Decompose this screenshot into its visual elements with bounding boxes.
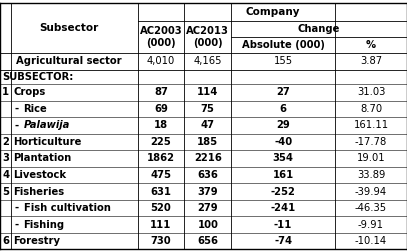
Text: Rice: Rice [24,104,47,114]
Text: 161.11: 161.11 [353,120,389,130]
Text: 225: 225 [151,137,171,147]
Text: Horticulture: Horticulture [13,137,82,147]
Text: 47: 47 [201,120,215,130]
Text: Fishing: Fishing [24,220,65,230]
Text: -: - [15,203,19,213]
Text: 656: 656 [197,236,218,246]
Text: Agricultural sector: Agricultural sector [16,56,122,66]
Text: 631: 631 [151,186,171,197]
Text: -39.94: -39.94 [355,186,387,197]
Text: -9.91: -9.91 [358,220,384,230]
Text: 100: 100 [197,220,218,230]
Text: 636: 636 [197,170,218,180]
Text: Plantation: Plantation [13,153,72,164]
Text: 354: 354 [273,153,293,164]
Text: -: - [15,120,19,130]
Text: 31.03: 31.03 [357,87,385,97]
Text: 279: 279 [197,203,218,213]
Text: 4,165: 4,165 [193,56,222,66]
Text: 3.87: 3.87 [360,56,382,66]
Text: 155: 155 [274,56,293,66]
Text: 18: 18 [154,120,168,130]
Text: Fish cultivation: Fish cultivation [24,203,110,213]
Text: SUBSECTOR:: SUBSECTOR: [2,72,73,82]
Text: Company: Company [245,7,300,17]
Text: Crops: Crops [13,87,46,97]
Text: 5: 5 [2,186,9,197]
Text: 6: 6 [280,104,287,114]
Text: 87: 87 [154,87,168,97]
Text: 1: 1 [2,87,9,97]
Text: 379: 379 [197,186,218,197]
Text: 520: 520 [151,203,171,213]
Text: 8.70: 8.70 [360,104,382,114]
Text: -: - [15,220,19,230]
Text: -241: -241 [270,203,296,213]
Text: 114: 114 [197,87,219,97]
Text: Forestry: Forestry [13,236,60,246]
Text: -: - [15,104,19,114]
Text: Absolute (000): Absolute (000) [242,40,324,50]
Text: 75: 75 [201,104,215,114]
Text: 4,010: 4,010 [147,56,175,66]
Text: -40: -40 [274,137,292,147]
Text: -11: -11 [274,220,292,230]
Text: 19.01: 19.01 [357,153,385,164]
Text: 2: 2 [2,137,9,147]
Text: 33.89: 33.89 [357,170,385,180]
Text: -46.35: -46.35 [355,203,387,213]
Text: 161: 161 [272,170,294,180]
Text: %: % [366,40,376,50]
Text: 475: 475 [151,170,171,180]
Text: 3: 3 [2,153,9,164]
Text: AC2013
(000): AC2013 (000) [186,26,229,48]
Text: 185: 185 [197,137,218,147]
Text: -17.78: -17.78 [355,137,387,147]
Text: 2216: 2216 [194,153,222,164]
Text: Palawija: Palawija [24,120,70,130]
Text: 111: 111 [150,220,172,230]
Text: AC2003
(000): AC2003 (000) [140,26,182,48]
Text: -252: -252 [271,186,295,197]
Text: 1862: 1862 [147,153,175,164]
Text: -10.14: -10.14 [355,236,387,246]
Text: Fisheries: Fisheries [13,186,65,197]
Text: -74: -74 [274,236,292,246]
Text: 27: 27 [276,87,290,97]
Text: Subsector: Subsector [39,23,98,33]
Text: 29: 29 [276,120,290,130]
Text: 4: 4 [2,170,9,180]
Text: Livestock: Livestock [13,170,67,180]
Text: 69: 69 [154,104,168,114]
Text: Change: Change [298,24,340,34]
Text: 730: 730 [151,236,171,246]
Text: 6: 6 [2,236,9,246]
